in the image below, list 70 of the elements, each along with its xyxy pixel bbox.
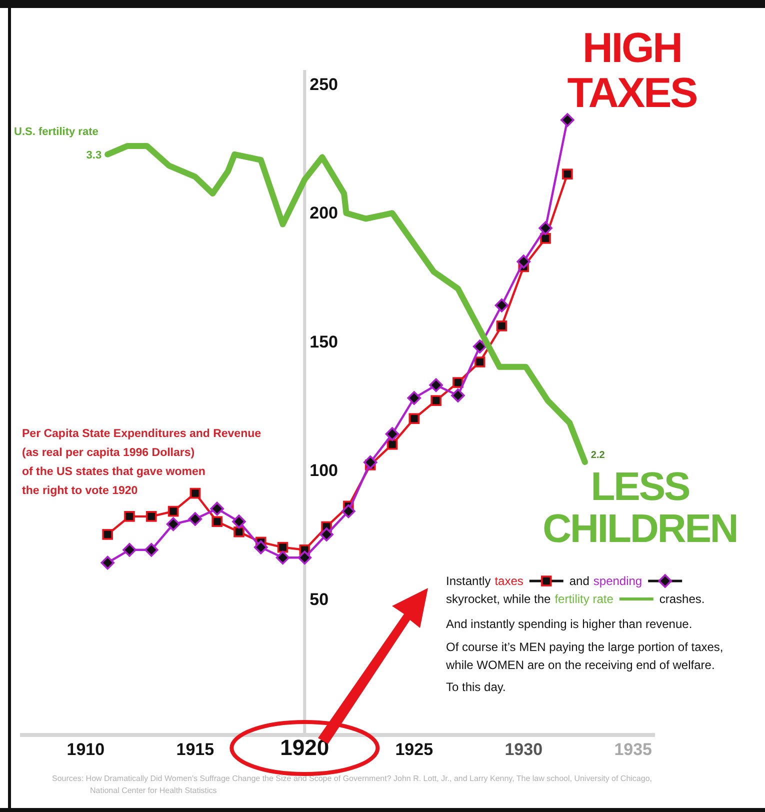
point [560, 113, 574, 127]
point [144, 542, 158, 557]
data-label: 3.3 [86, 149, 102, 162]
annotation: and [569, 574, 590, 588]
point [429, 378, 443, 392]
point [100, 556, 114, 570]
point [494, 298, 509, 312]
point [124, 511, 135, 522]
point [407, 391, 422, 405]
y-tick-label: 150 [310, 332, 338, 352]
annotation: Instantly [446, 574, 491, 588]
point [562, 168, 573, 180]
point [342, 504, 356, 518]
text: crashes. [659, 592, 705, 606]
x-tick-label: 1910 [66, 740, 105, 759]
y-tick-label: 100 [310, 461, 338, 480]
point [210, 502, 224, 516]
annotation: of the US states that gave women [22, 466, 206, 478]
annotation: Per Capita State Expenditures and Revenue [22, 428, 262, 440]
data-label: 2.2 [590, 450, 606, 461]
point [408, 413, 420, 424]
x-tick-label: 1915 [176, 740, 214, 759]
point [363, 455, 378, 470]
point [168, 506, 179, 517]
point [276, 550, 290, 565]
source-note: Sources: How Dramatically Did Women’s Suffrage Change the Size and Scope of Government? John R. Lott, Jr., and Larry Kenny, The law school, University of Chicago, [52, 774, 652, 783]
annotation: skyrocket, while the [446, 592, 552, 606]
annotation: LESS CHILDREN [542, 465, 738, 551]
point [232, 514, 246, 528]
point [451, 388, 465, 402]
point [472, 340, 487, 354]
text: National Center for Health Statistics [90, 786, 217, 795]
legend-label: taxes [494, 574, 524, 588]
point [452, 377, 464, 388]
y-tick-label: 200 [310, 204, 338, 223]
point [122, 542, 136, 557]
point [496, 320, 508, 332]
y-tick-label: 250 [310, 74, 338, 94]
x-tick-label: 1925 [395, 740, 434, 759]
annotation: And instantly spending is higher than revenue. [446, 617, 692, 631]
point [166, 517, 180, 532]
point [234, 526, 244, 538]
point [298, 550, 312, 565]
point [254, 540, 268, 554]
annotation: the right to vote 1920 [22, 485, 138, 497]
annotation: HIGH TAXES [567, 24, 698, 116]
point [102, 529, 113, 540]
y-tick-label: 50 [310, 590, 329, 609]
point [538, 221, 552, 236]
point [516, 254, 531, 268]
x-tick-label: 1935 [614, 740, 652, 759]
annotation: To this day. [446, 680, 506, 694]
x-tick-label: 1920 [280, 735, 330, 760]
x-tick-label: 1930 [504, 740, 543, 759]
annotation: (as real per capita 1996 Dollars) [22, 447, 195, 459]
point [385, 427, 400, 441]
point [212, 516, 222, 527]
point [146, 511, 157, 522]
point [188, 512, 202, 526]
point [277, 542, 288, 553]
point [190, 488, 201, 499]
point [430, 395, 442, 406]
point [320, 528, 334, 542]
annotation: Of course it’s MEN paying the large portion of taxes, [446, 640, 724, 654]
point [474, 356, 486, 368]
legend-label: spending [593, 574, 642, 588]
annotation: U.S. fertility rate [14, 126, 98, 138]
point [540, 233, 551, 244]
legend-label: fertility rate [554, 592, 614, 606]
annotation: while WOMEN are on the receiving end of welfare. [445, 658, 715, 672]
